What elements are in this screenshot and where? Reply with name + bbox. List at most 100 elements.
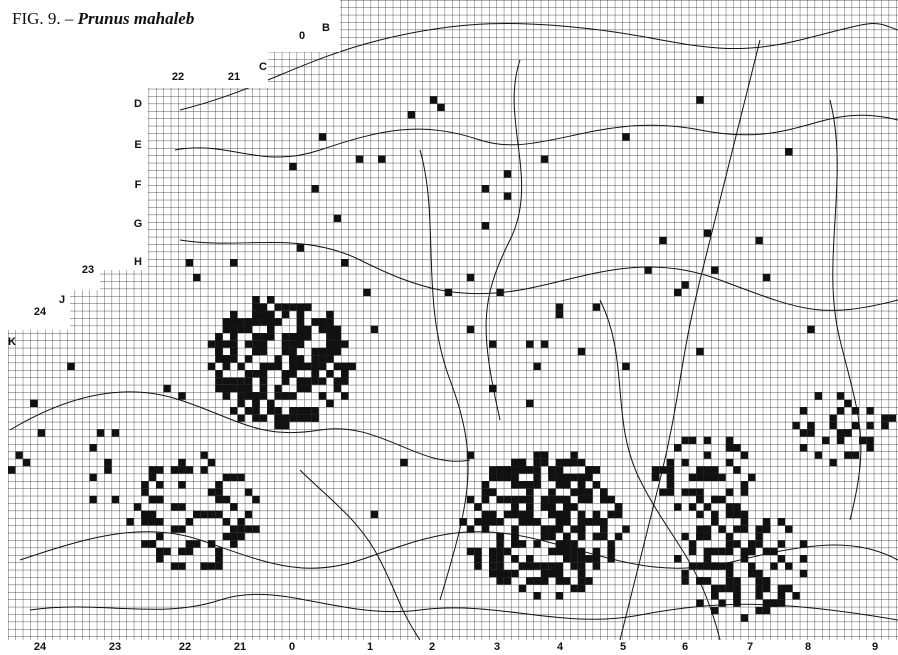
- occurrence-cell: [311, 185, 318, 192]
- occurrence-cell: [408, 111, 415, 118]
- occurrence-cell: [511, 540, 518, 547]
- occurrence-cell: [696, 525, 703, 532]
- occurrence-cell: [667, 488, 674, 495]
- occurrence-cell: [215, 496, 222, 503]
- occurrence-cell: [556, 303, 563, 310]
- occurrence-cell: [689, 437, 696, 444]
- occurrence-cell: [711, 592, 718, 599]
- occurrence-cell: [674, 503, 681, 510]
- occurrence-cell: [696, 577, 703, 584]
- occurrence-cell: [274, 385, 281, 392]
- occurrence-cell: [163, 548, 170, 555]
- occurrence-cell: [881, 414, 888, 421]
- occurrence-cell: [681, 533, 688, 540]
- distribution-map: FIG. 9. – Prunus mahaleb 0BC2221DEFGH23J…: [0, 0, 898, 655]
- occurrence-cell: [341, 377, 348, 384]
- occurrence-cell: [755, 585, 762, 592]
- occurrence-cell: [726, 511, 733, 518]
- occurrence-cell: [696, 488, 703, 495]
- occurrence-cell: [563, 481, 570, 488]
- occurrence-cell: [274, 355, 281, 362]
- occurrence-cell: [156, 518, 163, 525]
- occurrence-cell: [297, 333, 304, 340]
- grid-label: E: [134, 139, 141, 151]
- occurrence-cell: [704, 577, 711, 584]
- occurrence-cell: [482, 511, 489, 518]
- occurrence-cell: [585, 474, 592, 481]
- occurrence-cell: [741, 555, 748, 562]
- occurrence-cell: [778, 599, 785, 606]
- occurrence-cell: [829, 422, 836, 429]
- occurrence-cell: [474, 555, 481, 562]
- occurrence-cell: [844, 400, 851, 407]
- occurrence-cell: [252, 303, 259, 310]
- occurrence-cell: [489, 555, 496, 562]
- grid-label: 0: [299, 30, 305, 42]
- occurrence-cell: [215, 481, 222, 488]
- occurrence-cell: [489, 488, 496, 495]
- occurrence-cell: [482, 488, 489, 495]
- occurrence-cell: [215, 340, 222, 347]
- occurrence-cell: [274, 414, 281, 421]
- occurrence-cell: [711, 266, 718, 273]
- occurrence-cell: [215, 511, 222, 518]
- occurrence-cell: [297, 355, 304, 362]
- occurrence-cell: [526, 466, 533, 473]
- occurrence-cell: [260, 303, 267, 310]
- occurrence-cell: [519, 518, 526, 525]
- occurrence-cell: [600, 488, 607, 495]
- occurrence-cell: [274, 318, 281, 325]
- occurrence-cell: [511, 503, 518, 510]
- occurrence-cell: [230, 340, 237, 347]
- occurrence-cell: [711, 474, 718, 481]
- occurrence-cell: [482, 222, 489, 229]
- occurrence-cell: [193, 540, 200, 547]
- occurrence-cell: [733, 599, 740, 606]
- occurrence-cell: [504, 466, 511, 473]
- occurrence-cell: [696, 466, 703, 473]
- occurrence-cell: [770, 562, 777, 569]
- occurrence-cell: [726, 503, 733, 510]
- occurrence-cell: [852, 407, 859, 414]
- occurrence-cell: [770, 599, 777, 606]
- occurrence-cell: [297, 244, 304, 251]
- occurrence-cell: [467, 525, 474, 532]
- occurrence-cell: [733, 540, 740, 547]
- occurrence-cell: [563, 459, 570, 466]
- occurrence-cell: [689, 562, 696, 569]
- occurrence-cell: [511, 466, 518, 473]
- occurrence-cell: [519, 496, 526, 503]
- occurrence-cell: [215, 333, 222, 340]
- occurrence-cell: [585, 555, 592, 562]
- occurrence-cell: [526, 488, 533, 495]
- occurrence-cell: [733, 525, 740, 532]
- occurrence-cell: [704, 437, 711, 444]
- occurrence-cell: [659, 488, 666, 495]
- occurrence-cell: [23, 459, 30, 466]
- occurrence-cell: [726, 540, 733, 547]
- occurrence-cell: [556, 496, 563, 503]
- occurrence-cell: [600, 518, 607, 525]
- occurrence-cell: [696, 562, 703, 569]
- occurrence-cell: [334, 363, 341, 370]
- occurrence-cell: [852, 451, 859, 458]
- occurrence-cell: [519, 459, 526, 466]
- occurrence-cell: [526, 555, 533, 562]
- occurrence-cell: [726, 570, 733, 577]
- occurrence-cell: [252, 400, 259, 407]
- occurrence-cell: [541, 451, 548, 458]
- occurrence-cell: [593, 562, 600, 569]
- occurrence-cell: [223, 518, 230, 525]
- occurrence-cell: [755, 533, 762, 540]
- grid-label: D: [134, 98, 142, 110]
- occurrence-cell: [578, 488, 585, 495]
- occurrence-cell: [156, 466, 163, 473]
- occurrence-cell: [237, 385, 244, 392]
- occurrence-cell: [252, 414, 259, 421]
- occurrence-cell: [570, 540, 577, 547]
- occurrence-cell: [282, 340, 289, 347]
- occurrence-cell: [741, 511, 748, 518]
- occurrence-cell: [704, 229, 711, 236]
- occurrence-cell: [171, 562, 178, 569]
- occurrence-cell: [667, 474, 674, 481]
